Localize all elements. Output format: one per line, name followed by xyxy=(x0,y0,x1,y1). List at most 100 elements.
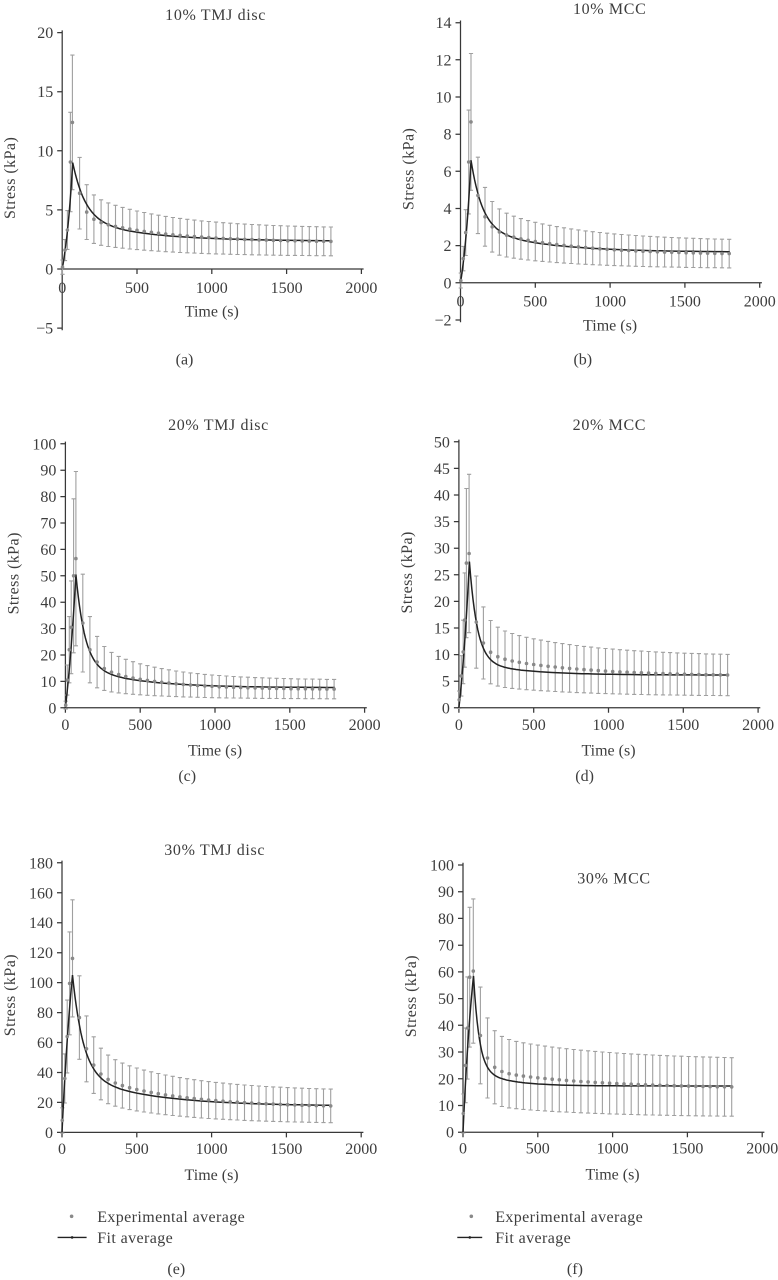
svg-text:Stress (kPa): Stress (kPa) xyxy=(403,955,420,1037)
svg-text:0: 0 xyxy=(58,1141,66,1158)
svg-text:Time (s): Time (s) xyxy=(188,742,242,759)
svg-text:10: 10 xyxy=(40,674,56,691)
svg-text:500: 500 xyxy=(523,293,547,310)
svg-text:2: 2 xyxy=(444,238,452,255)
svg-text:0: 0 xyxy=(48,700,56,717)
svg-text:Fit average: Fit average xyxy=(97,1230,173,1247)
svg-text:0: 0 xyxy=(455,717,463,734)
svg-text:4: 4 xyxy=(444,201,452,218)
svg-text:1000: 1000 xyxy=(593,717,625,734)
svg-text:(d): (d) xyxy=(575,768,594,785)
svg-text:180: 180 xyxy=(29,855,53,872)
svg-text:Time (s): Time (s) xyxy=(185,1167,239,1184)
svg-text:Fit average: Fit average xyxy=(495,1230,571,1247)
svg-text:0: 0 xyxy=(444,275,452,292)
svg-text:500: 500 xyxy=(125,1141,149,1158)
svg-text:2000: 2000 xyxy=(345,1141,377,1158)
svg-text:70: 70 xyxy=(40,516,56,533)
svg-text:(e): (e) xyxy=(167,1261,185,1278)
svg-text:60: 60 xyxy=(40,542,56,559)
svg-text:8: 8 xyxy=(444,127,452,144)
svg-text:500: 500 xyxy=(522,717,546,734)
svg-text:15: 15 xyxy=(37,84,53,101)
svg-text:0: 0 xyxy=(446,1125,454,1142)
svg-text:Experimental average: Experimental average xyxy=(97,1209,245,1226)
svg-text:1000: 1000 xyxy=(196,1141,228,1158)
svg-text:100: 100 xyxy=(29,975,53,992)
svg-text:20% TMJ disc: 20% TMJ disc xyxy=(168,417,269,434)
svg-text:Time (s): Time (s) xyxy=(581,742,635,759)
svg-text:0: 0 xyxy=(45,262,53,279)
svg-text:Stress (kPa): Stress (kPa) xyxy=(2,954,19,1036)
svg-text:1500: 1500 xyxy=(270,1141,302,1158)
svg-text:50: 50 xyxy=(40,568,56,585)
svg-text:14: 14 xyxy=(436,15,452,32)
svg-text:20% MCC: 20% MCC xyxy=(573,417,646,434)
svg-text:1000: 1000 xyxy=(594,293,626,310)
svg-text:10: 10 xyxy=(436,90,452,107)
svg-text:100: 100 xyxy=(430,858,454,875)
svg-text:60: 60 xyxy=(37,1035,53,1052)
svg-text:45: 45 xyxy=(434,461,450,478)
svg-text:80: 80 xyxy=(37,1005,53,1022)
svg-text:140: 140 xyxy=(29,915,53,932)
svg-text:Stress (kPa): Stress (kPa) xyxy=(5,532,22,614)
svg-text:70: 70 xyxy=(438,938,454,955)
svg-text:10% MCC: 10% MCC xyxy=(573,1,646,18)
svg-text:−2: −2 xyxy=(434,313,451,330)
svg-text:−5: −5 xyxy=(36,321,53,338)
svg-text:Time (s): Time (s) xyxy=(586,1167,640,1184)
svg-text:30% TMJ disc: 30% TMJ disc xyxy=(164,842,265,859)
svg-text:60: 60 xyxy=(438,964,454,981)
svg-text:(f): (f) xyxy=(567,1261,583,1278)
svg-text:100: 100 xyxy=(32,436,56,453)
svg-text:(a): (a) xyxy=(176,351,194,368)
svg-text:12: 12 xyxy=(436,52,452,69)
svg-text:35: 35 xyxy=(434,514,450,531)
svg-text:30% MCC: 30% MCC xyxy=(577,871,650,888)
svg-text:2000: 2000 xyxy=(746,1141,778,1158)
svg-text:90: 90 xyxy=(438,884,454,901)
svg-text:Experimental average: Experimental average xyxy=(495,1209,643,1226)
svg-text:50: 50 xyxy=(434,434,450,451)
svg-text:0: 0 xyxy=(45,1125,53,1142)
svg-text:30: 30 xyxy=(434,541,450,558)
svg-text:0: 0 xyxy=(459,1141,467,1158)
svg-text:5: 5 xyxy=(442,674,450,691)
svg-text:500: 500 xyxy=(128,717,152,734)
svg-text:Stress (kPa): Stress (kPa) xyxy=(2,137,19,219)
svg-text:15: 15 xyxy=(434,621,450,638)
svg-text:10% TMJ disc: 10% TMJ disc xyxy=(165,7,266,24)
svg-text:30: 30 xyxy=(438,1045,454,1062)
svg-text:Stress (kPa): Stress (kPa) xyxy=(399,531,416,613)
svg-text:500: 500 xyxy=(125,280,149,297)
svg-text:1500: 1500 xyxy=(274,717,306,734)
svg-text:40: 40 xyxy=(434,488,450,505)
svg-text:1500: 1500 xyxy=(671,1141,703,1158)
svg-text:5: 5 xyxy=(45,202,53,219)
svg-text:2000: 2000 xyxy=(742,717,774,734)
svg-text:30: 30 xyxy=(40,621,56,638)
svg-text:1500: 1500 xyxy=(271,280,303,297)
svg-text:Stress (kPa): Stress (kPa) xyxy=(401,128,418,210)
svg-text:1000: 1000 xyxy=(199,717,231,734)
svg-text:0: 0 xyxy=(58,280,66,297)
svg-text:1500: 1500 xyxy=(667,717,699,734)
svg-text:50: 50 xyxy=(438,991,454,1008)
svg-text:90: 90 xyxy=(40,463,56,480)
svg-text:80: 80 xyxy=(40,489,56,506)
svg-text:120: 120 xyxy=(29,945,53,962)
svg-text:2000: 2000 xyxy=(349,717,381,734)
svg-text:20: 20 xyxy=(40,648,56,665)
svg-text:0: 0 xyxy=(61,717,69,734)
svg-text:40: 40 xyxy=(40,595,56,612)
svg-text:20: 20 xyxy=(37,25,53,42)
svg-text:10: 10 xyxy=(438,1098,454,1115)
svg-text:40: 40 xyxy=(438,1018,454,1035)
svg-text:6: 6 xyxy=(444,164,452,181)
svg-text:1000: 1000 xyxy=(196,280,228,297)
svg-text:Time (s): Time (s) xyxy=(185,304,239,321)
svg-text:0: 0 xyxy=(442,700,450,717)
svg-text:20: 20 xyxy=(37,1095,53,1112)
svg-text:20: 20 xyxy=(434,594,450,611)
